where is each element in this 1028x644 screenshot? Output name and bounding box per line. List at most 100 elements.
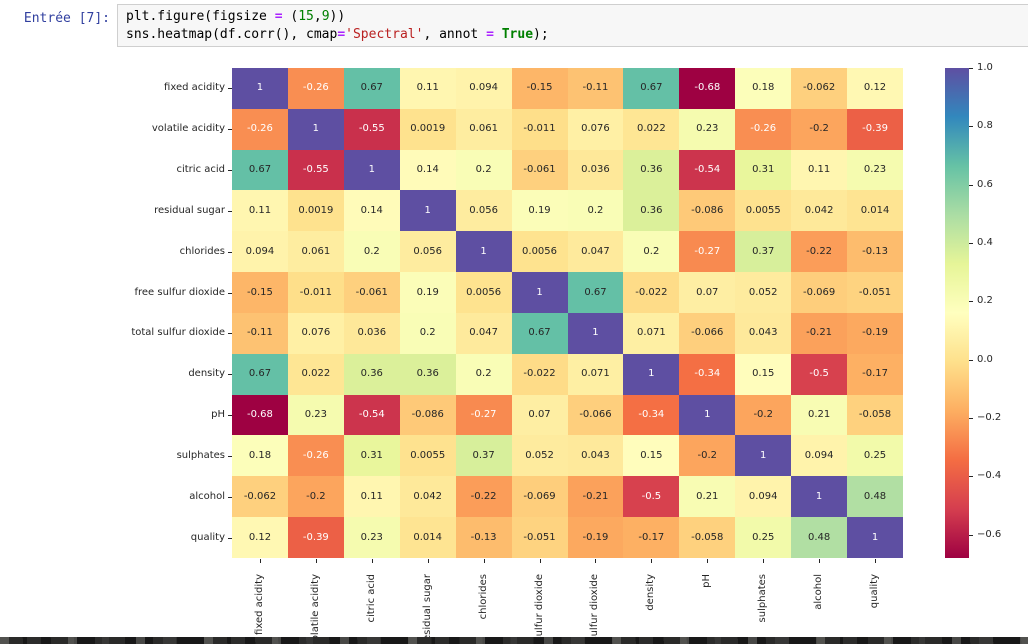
heatmap-cell: 0.0019 (287, 190, 344, 232)
code-cell-input[interactable]: plt.figure(figsize = (15,9)) sns.heatmap(… (117, 4, 1028, 47)
desktop-background-strip (0, 637, 1028, 644)
heatmap-cell: -0.2 (735, 394, 792, 436)
heatmap-cell: 0.014 (399, 517, 456, 558)
heatmap-cell: 1 (511, 272, 568, 313)
heatmap-cell: -0.27 (679, 231, 736, 273)
code-token-plain: )) (329, 9, 346, 24)
heatmap-cell: 0.056 (455, 190, 512, 232)
heatmap-cell: 0.23 (343, 517, 400, 558)
col-label-text: pH (701, 574, 713, 588)
heatmap-cell: -0.39 (287, 517, 344, 558)
heatmap-cell: 0.11 (232, 190, 288, 232)
row-label: chlorides (179, 245, 225, 257)
heatmap-cell: 0.15 (735, 353, 792, 395)
code-token-operator: = (337, 27, 346, 42)
heatmap-cell: 0.12 (847, 68, 903, 109)
heatmap-cell: -0.55 (343, 108, 400, 150)
heatmap-cell: -0.2 (679, 435, 736, 477)
heatmap-cell: 1 (287, 108, 344, 150)
heatmap-cell: 0.042 (399, 476, 456, 518)
heatmap-cell: -0.5 (623, 476, 680, 518)
heatmap-cell: 0.061 (455, 108, 512, 150)
heatmap-cell: 0.2 (343, 231, 400, 273)
code-token-plain: ); (533, 27, 549, 42)
heatmap-cell: -0.17 (623, 517, 680, 558)
y-tick-mark (228, 170, 232, 171)
heatmap-cell: 0.19 (511, 190, 568, 232)
x-tick-mark (595, 559, 596, 563)
heatmap-cell: -0.086 (679, 190, 736, 232)
heatmap-cell: 0.043 (567, 435, 624, 477)
heatmap-cell: -0.27 (455, 394, 512, 436)
heatmap-cell: -0.011 (511, 108, 568, 150)
heatmap-cell: 1 (455, 231, 512, 273)
heatmap-cell: -0.2 (287, 476, 344, 518)
heatmap-cell: -0.051 (511, 517, 568, 558)
y-tick-mark (228, 374, 232, 375)
heatmap-grid: 1 -0.26 0.67 0.11 0.094 -0.15 -0.11 0.67 -0.68 0.… (232, 68, 903, 558)
colorbar-tick-mark (969, 476, 973, 477)
colorbar-tick-label: −0.2 (977, 412, 1002, 423)
heatmap-cell: 0.21 (679, 476, 736, 518)
heatmap-cell: -0.21 (567, 476, 624, 518)
colorbar-tick-label: 0.6 (977, 178, 993, 190)
row-label: density (188, 368, 225, 380)
cell-input-prompt: Entrée [7]: (23, 11, 110, 26)
heatmap-cell: -0.26 (735, 108, 792, 150)
y-tick-mark (228, 211, 232, 212)
code-token-plain: sns.heatmap(df.corr(), cmap (126, 27, 338, 42)
heatmap-cell: 0.061 (287, 231, 344, 273)
heatmap-cell: 0.23 (679, 108, 736, 150)
heatmap-cell: -0.022 (623, 272, 680, 313)
row-label: quality (190, 531, 225, 543)
heatmap-cell: -0.19 (847, 312, 903, 354)
heatmap-cell: 0.0055 (399, 435, 456, 477)
heatmap-cell: 0.36 (623, 190, 680, 232)
row-label: residual sugar (154, 204, 225, 216)
col-label-text: free sulfur dioxide (533, 574, 545, 644)
heatmap-cell: 0.042 (791, 190, 848, 232)
colorbar-gradient (945, 68, 969, 558)
heatmap-cell: 1 (679, 394, 736, 436)
colorbar-tick-label: 0.4 (977, 237, 993, 248)
heatmap-cell: -0.11 (232, 312, 288, 354)
heatmap-cell: -0.34 (623, 394, 680, 436)
heatmap-cell: 0.67 (232, 149, 288, 191)
heatmap-cell: 0.2 (455, 149, 512, 191)
heatmap-cell: -0.68 (679, 68, 736, 109)
heatmap-cell: -0.058 (679, 517, 736, 558)
heatmap-cell: 0.31 (735, 149, 792, 191)
heatmap-cell: -0.15 (511, 68, 568, 109)
heatmap-cell: 0.11 (791, 149, 848, 191)
row-label: pH (211, 409, 225, 421)
x-tick-mark (819, 559, 820, 563)
colorbar-tick-mark (969, 360, 973, 361)
heatmap-cell: 0.052 (735, 272, 792, 313)
col-label-text: citric acid (365, 574, 377, 623)
code-line: sns.heatmap(df.corr(), cmap='Spectral', … (126, 26, 1024, 44)
heatmap-cell: 0.0056 (511, 231, 568, 273)
heatmap-cell: 0.23 (847, 149, 903, 191)
heatmap-cell: -0.086 (399, 394, 456, 436)
heatmap-cell: -0.15 (232, 272, 288, 313)
row-label: volatile acidity (151, 123, 225, 135)
colorbar-tick-mark (969, 126, 973, 127)
heatmap-cell: 0.022 (623, 108, 680, 150)
code-editor[interactable]: plt.figure(figsize = (15,9)) sns.heatmap(… (126, 8, 1024, 44)
heatmap-cell: 1 (847, 517, 903, 558)
heatmap-cell: 0.19 (399, 272, 456, 313)
x-tick-mark (372, 559, 373, 563)
y-tick-mark (228, 538, 232, 539)
row-label: sulphates (176, 449, 225, 461)
heatmap-cell: 0.036 (343, 312, 400, 354)
heatmap-cell: 0.37 (455, 435, 512, 477)
row-label: citric acid (176, 164, 225, 176)
heatmap-cell: 0.67 (343, 68, 400, 109)
heatmap-cell: -0.21 (791, 312, 848, 354)
x-tick-mark (260, 559, 261, 563)
x-tick-mark (651, 559, 652, 563)
heatmap-cell: -0.13 (847, 231, 903, 273)
y-tick-mark (228, 293, 232, 294)
code-token-string: 'Spectral' (345, 27, 424, 42)
